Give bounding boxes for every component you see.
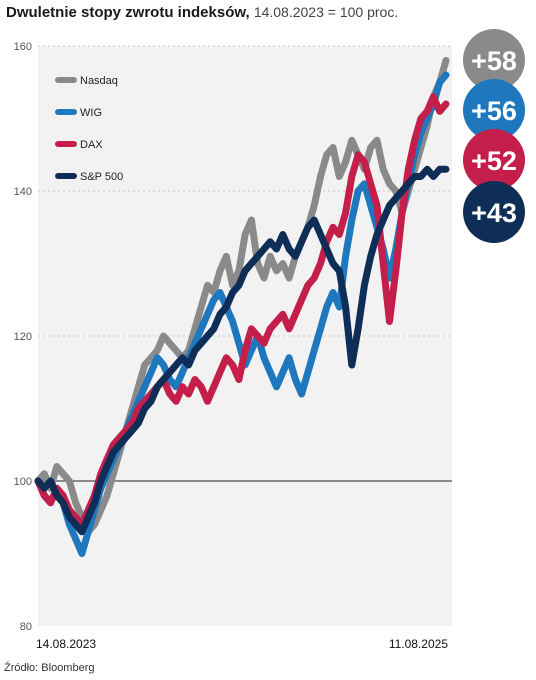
legend-label-nasdaq: Nasdaq [80,75,118,87]
y-tick-label: 120 [14,331,32,343]
badge-circle-nasdaq [463,29,525,91]
x-tick-label-start: 14.08.2023 [36,637,96,651]
legend-label-s-p-500: S&P 500 [80,171,123,183]
badge-circle-dax [463,129,525,191]
badge-value-dax: +52 [471,146,517,176]
source-note: Źródło: Bloomberg [4,662,95,674]
badge-circle-s-p-500 [463,181,525,243]
change-badges: +58 +56 +52 +43 [463,29,525,243]
series-line-s-p-500 [34,165,450,536]
y-axis: 80 100 120 140 160 [14,41,32,633]
x-tick-label-end: 11.08.2025 [389,637,448,651]
y-tick-label: 80 [20,621,32,633]
chart-title-sub: 14.08.2023 = 100 proc. [253,4,399,20]
badge-value-wig: +56 [471,96,517,126]
badge-circle-wig [463,79,525,141]
series-lines [34,57,450,557]
badge-value-s-p-500: +43 [471,198,517,228]
grid-lines [38,45,452,337]
y-tick-label: 160 [14,41,32,53]
series-line-nasdaq [34,57,450,536]
y-tick-label: 140 [14,186,32,198]
legend: Nasdaq WIG DAX S&P 500 [55,75,123,183]
chart-title: Dwuletnie stopy zwrotu indeksów, 14.08.2… [6,4,530,24]
legend-label-wig: WIG [80,107,102,119]
chart-title-main: Dwuletnie stopy zwrotu indeksów, [6,4,250,21]
x-axis: 14.08.2023 11.08.2025 [36,637,448,651]
legend-label-dax: DAX [80,139,103,151]
y-tick-label: 100 [14,476,32,488]
badge-value-nasdaq: +58 [471,46,517,76]
